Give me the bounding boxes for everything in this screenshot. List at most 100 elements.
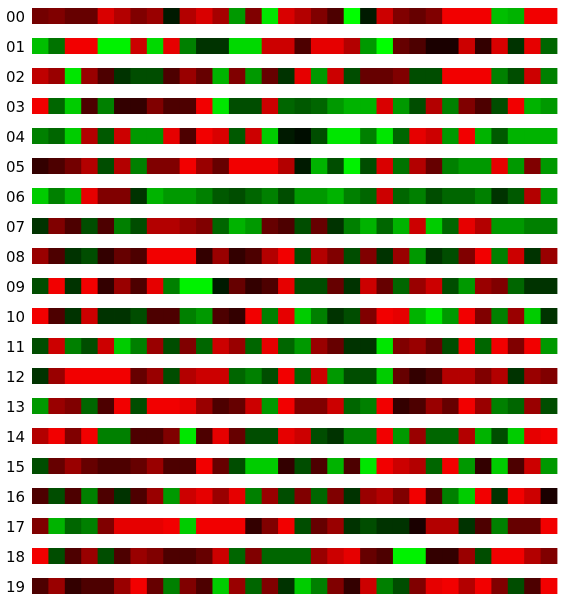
heatmap-cell — [130, 8, 148, 24]
heatmap-cell — [146, 68, 164, 84]
heatmap-cell — [130, 308, 148, 324]
heatmap-cell — [48, 248, 66, 264]
heatmap-cell — [81, 368, 99, 384]
heatmap-cell — [228, 458, 246, 474]
heatmap-cell — [474, 68, 492, 84]
heatmap-cell — [409, 368, 427, 384]
heatmap-cell — [179, 488, 197, 504]
heatmap-cell — [376, 218, 394, 234]
heatmap-cell — [360, 38, 377, 54]
heatmap-cell — [327, 308, 345, 324]
heatmap-cell — [146, 188, 164, 204]
heatmap-cell — [425, 68, 443, 84]
heatmap-cell — [261, 428, 279, 444]
heatmap-cell — [343, 368, 361, 384]
heatmap-cell — [327, 518, 345, 534]
heatmap-cell — [81, 248, 99, 264]
heatmap-cell — [196, 578, 213, 594]
heatmap-cell — [32, 398, 49, 414]
heatmap-cell — [212, 38, 230, 54]
heatmap-cell — [491, 218, 509, 234]
heatmap-cell — [327, 488, 345, 504]
heatmap-cell — [442, 8, 459, 24]
heatmap-cell — [491, 308, 509, 324]
heatmap-cell — [524, 188, 541, 204]
heatmap-cell — [524, 248, 541, 264]
heatmap-cell — [97, 98, 115, 114]
heatmap-cell — [376, 188, 394, 204]
row-label: 15 — [6, 458, 25, 476]
heatmap-cell — [392, 128, 410, 144]
heatmap-cell — [114, 278, 131, 294]
heatmap-cell — [294, 248, 312, 264]
heatmap-cell — [97, 458, 115, 474]
heatmap-cell — [179, 158, 197, 174]
heatmap-cell — [376, 368, 394, 384]
heatmap-cell — [327, 158, 345, 174]
heatmap-cell — [114, 488, 131, 504]
heatmap-cell — [409, 458, 427, 474]
heatmap-cell — [327, 458, 345, 474]
heatmap-cell — [261, 458, 279, 474]
heatmap-cell — [228, 518, 246, 534]
heatmap-cell — [310, 68, 328, 84]
heatmap-cell — [327, 398, 345, 414]
heatmap-cell — [196, 368, 213, 384]
heatmap-cell — [278, 308, 295, 324]
heatmap-cell — [491, 248, 509, 264]
heatmap-cell — [261, 278, 279, 294]
heatmap-cell — [97, 218, 115, 234]
heatmap-cell — [343, 338, 361, 354]
heatmap-cell — [474, 158, 492, 174]
heatmap-cell — [130, 428, 148, 444]
heatmap-cell — [278, 338, 295, 354]
heatmap-cell — [228, 98, 246, 114]
heatmap-cell — [212, 518, 230, 534]
heatmap-cell — [179, 458, 197, 474]
heatmap-cell — [458, 428, 476, 444]
heatmap-cell — [146, 458, 164, 474]
heatmap-cell — [146, 488, 164, 504]
heatmap-cell — [228, 158, 246, 174]
heatmap-cell — [343, 458, 361, 474]
heatmap-cell — [245, 458, 263, 474]
heatmap-cell — [228, 68, 246, 84]
heatmap-cell — [64, 428, 82, 444]
heatmap-cell — [196, 488, 213, 504]
heatmap-cell — [360, 338, 377, 354]
heatmap-cell — [81, 548, 99, 564]
heatmap-cell — [278, 158, 295, 174]
heatmap-cell — [392, 368, 410, 384]
heatmap-cell — [179, 38, 197, 54]
heatmap-cell — [327, 278, 345, 294]
heatmap-cell — [540, 248, 558, 264]
heatmap-cell — [48, 68, 66, 84]
heatmap-cell — [343, 218, 361, 234]
heatmap-cell — [294, 158, 312, 174]
heatmap-cell — [130, 458, 148, 474]
heatmap-cell — [327, 548, 345, 564]
heatmap-cell — [392, 38, 410, 54]
heatmap-cell — [212, 8, 230, 24]
heatmap-cell — [179, 98, 197, 114]
heatmap-cell — [343, 518, 361, 534]
heatmap-cell — [228, 548, 246, 564]
heatmap-cell — [163, 248, 181, 264]
heatmap-cell — [278, 98, 295, 114]
heatmap-cell — [376, 548, 394, 564]
heatmap-cell — [507, 188, 525, 204]
heatmap-cell — [360, 8, 377, 24]
heatmap-cell — [130, 518, 148, 534]
heatmap-cell — [524, 398, 541, 414]
heatmap-cell — [81, 398, 99, 414]
heatmap-cell — [474, 248, 492, 264]
heatmap-cell — [196, 428, 213, 444]
heatmap-cell — [507, 248, 525, 264]
heatmap-cell — [442, 428, 459, 444]
heatmap-cell — [64, 68, 82, 84]
heatmap-cell — [327, 248, 345, 264]
heatmap-cell — [278, 278, 295, 294]
heatmap-cell — [360, 248, 377, 264]
heatmap-cell — [81, 128, 99, 144]
heatmap-cell — [491, 368, 509, 384]
